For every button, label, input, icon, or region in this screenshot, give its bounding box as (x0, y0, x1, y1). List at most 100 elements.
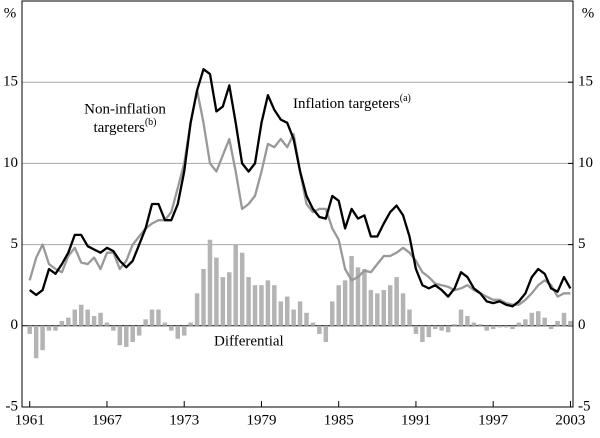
bar (349, 255, 354, 326)
bar (304, 312, 309, 326)
bar (169, 325, 174, 331)
y2-tick-label: 0 (578, 317, 586, 333)
y2-tick-label: -5 (578, 398, 591, 414)
annotation: targeters(b) (93, 117, 156, 136)
bar (535, 311, 541, 326)
x-tick-label: 2003 (555, 412, 585, 428)
bar (130, 325, 135, 343)
plot-frame (21, 0, 574, 408)
bar (149, 309, 155, 326)
bar (342, 280, 348, 326)
bar (156, 309, 161, 326)
bar (330, 301, 335, 326)
bar (98, 312, 103, 326)
bar (381, 290, 387, 326)
y-tick-label: 0 (11, 317, 19, 333)
bar (400, 293, 406, 326)
bar (362, 268, 367, 326)
bar (91, 316, 97, 326)
bar (458, 309, 464, 326)
bar (523, 319, 528, 326)
bar (394, 277, 399, 326)
line (29, 68, 572, 308)
y-tick-label: -5 (6, 398, 19, 414)
bar (207, 239, 213, 326)
bar (194, 293, 200, 326)
annotation: Non-inflation (84, 101, 166, 117)
bar (278, 301, 284, 326)
annotation-sup: (b) (145, 117, 157, 128)
bar (246, 277, 251, 326)
bar (568, 320, 573, 326)
bar (368, 290, 374, 326)
bar (59, 320, 65, 326)
bar (272, 285, 277, 326)
bar (227, 272, 232, 326)
bar (72, 309, 78, 326)
bar (214, 257, 219, 326)
bar (40, 325, 45, 351)
y2-unit: % (582, 5, 595, 21)
bar (510, 325, 515, 330)
y-tick-label: 10 (3, 155, 18, 171)
bar (503, 325, 509, 328)
bar (432, 325, 438, 330)
bar (420, 325, 425, 343)
bar (548, 325, 554, 330)
x-tick-label: 1991 (401, 412, 431, 428)
bar (407, 309, 412, 326)
bar (162, 322, 168, 326)
bar (201, 268, 206, 326)
bar (490, 325, 496, 330)
bar (66, 317, 71, 326)
x-tick-label: 1979 (246, 412, 276, 428)
bar (136, 325, 142, 336)
bar (85, 309, 90, 326)
y2-tick-label: 10 (578, 155, 593, 171)
bar (33, 325, 39, 359)
bar (220, 277, 226, 326)
bar (181, 325, 187, 336)
bar (310, 322, 316, 326)
bar (143, 319, 148, 326)
bar (317, 325, 322, 334)
bar (439, 325, 444, 331)
bar (465, 316, 470, 326)
bar (561, 312, 567, 326)
bar (188, 322, 193, 326)
bar (542, 317, 547, 326)
bar (323, 325, 329, 343)
y-unit: % (4, 5, 17, 21)
bar (46, 325, 52, 331)
bar (445, 325, 451, 333)
x-tick-label: 1967 (92, 412, 123, 428)
bar (175, 325, 181, 339)
bar (117, 325, 123, 346)
x-tick-label: 1985 (324, 412, 354, 428)
bar (297, 301, 303, 326)
bar (252, 285, 258, 326)
bar (78, 304, 84, 326)
bar (452, 324, 457, 326)
bar (375, 293, 380, 326)
annotation-text: Inflation targeters (293, 96, 400, 112)
bar (516, 322, 522, 326)
bar (291, 309, 296, 326)
bar (104, 322, 110, 326)
y-tick-label: 15 (3, 74, 18, 90)
bar (555, 320, 560, 326)
bar (27, 325, 32, 334)
y-tick-label: 5 (11, 236, 19, 252)
bar (111, 325, 116, 331)
bar (259, 285, 264, 326)
y2-tick-label: 5 (578, 236, 586, 252)
bar (53, 325, 58, 331)
bar (284, 296, 290, 326)
bar (239, 252, 245, 326)
bar (413, 325, 419, 334)
x-tick-label: 1961 (15, 412, 45, 428)
annotation: Inflation targeters(a) (293, 93, 411, 112)
bar (529, 312, 535, 326)
bar (233, 244, 238, 326)
